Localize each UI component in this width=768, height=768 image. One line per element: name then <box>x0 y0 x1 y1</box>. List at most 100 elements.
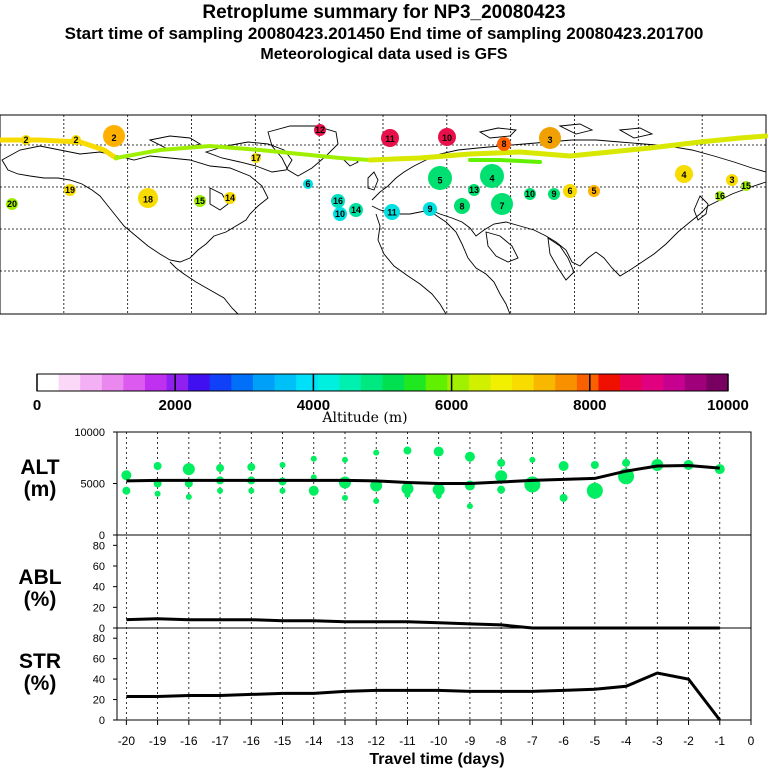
map-marker-7 <box>497 137 511 151</box>
alt-point <box>185 493 192 500</box>
alt-point <box>122 486 131 495</box>
map-marker-label-6: 3 <box>547 135 552 145</box>
x-tick-label: -7 <box>527 734 538 748</box>
x-tick-label: -1 <box>714 734 725 748</box>
alt-point <box>586 482 603 499</box>
colorbar-cell-6 <box>166 374 189 391</box>
x-tick-label: -20 <box>118 734 136 748</box>
map-marker-label-16: 14 <box>351 205 361 215</box>
colorbar-cell-8 <box>209 374 232 391</box>
map-marker-11 <box>468 184 480 196</box>
x-axis-label: Travel time (days) <box>369 751 504 768</box>
colorbar-cell-15 <box>360 374 383 391</box>
map-marker-label-11: 13 <box>469 185 479 195</box>
map-marker-32 <box>303 179 313 189</box>
map-marker-label-12: 8 <box>459 202 464 212</box>
colorbar-cell-27 <box>620 374 643 391</box>
map-marker-label-25: 5 <box>591 186 596 196</box>
world-map: 2 2 2 12 11 10 3 8 4 5 7 13 8 9 10 11 14 16 18 19 20 15 14 4 6 5 3… <box>0 114 768 315</box>
x-tick-label: -14 <box>305 734 323 748</box>
map-marker-label-5: 10 <box>442 133 452 143</box>
alt-point <box>308 485 319 496</box>
colorbar-cell-16 <box>382 374 405 391</box>
map-marker-label-29: 17 <box>251 153 261 163</box>
map-marker-27 <box>741 181 751 191</box>
str-ytick-label: 40 <box>93 674 105 686</box>
alt-point <box>279 487 286 494</box>
map-marker-20 <box>6 198 18 210</box>
colorbar-tick-label: 0 <box>33 397 41 414</box>
map-marker-5 <box>438 128 456 146</box>
colorbar-cell-10 <box>252 374 276 391</box>
alt-median-line <box>126 463 720 485</box>
alt-point <box>497 458 506 467</box>
alt-ytick-label: 10000 <box>74 427 105 439</box>
colorbar-tick-label: 8000 <box>573 397 606 414</box>
x-tick-label: -2 <box>683 734 694 748</box>
alt-point <box>373 449 380 456</box>
map-marker-label-8: 4 <box>489 173 494 183</box>
x-tick-label: -5 <box>590 734 601 748</box>
map-marker-17 <box>331 194 345 208</box>
map-marker-3 <box>314 124 326 136</box>
x-tick-label: -16 <box>180 734 198 748</box>
alt-point <box>404 491 411 498</box>
x-tick-label: -15 <box>274 734 292 748</box>
alt-point <box>341 456 348 463</box>
colorbar-cell-28 <box>641 374 664 391</box>
x-tick-label: -6 <box>558 734 569 748</box>
alt-point <box>310 455 317 462</box>
map-marker-label-27: 15 <box>741 181 751 191</box>
map-marker-16 <box>349 203 363 217</box>
map-marker-8 <box>480 164 504 188</box>
map-marker-6 <box>539 127 561 149</box>
alt-point <box>121 470 132 481</box>
map-marker-28 <box>715 191 725 201</box>
str-ytick-label: 80 <box>93 633 105 645</box>
colorbar-cell-19 <box>447 374 470 391</box>
x-tick-label: 0 <box>748 734 755 748</box>
str-line <box>126 671 721 721</box>
map-marker-22 <box>224 192 236 204</box>
str-ytick-label: 0 <box>99 715 105 727</box>
x-tick-label: -8 <box>496 734 507 748</box>
colorbar-cell-14 <box>339 374 362 391</box>
x-tick-label: -19 <box>149 734 167 748</box>
map-marker-12 <box>454 198 470 214</box>
colorbar-cell-22 <box>512 374 535 391</box>
alt-point <box>182 463 195 476</box>
str-panel-label: STR (%) <box>19 650 61 695</box>
colorbar-tick-label: 10000 <box>707 397 749 414</box>
chart-title: Retroplume summary for NP3_20080423 <box>202 2 566 23</box>
alt-point <box>466 503 473 510</box>
str-ytick-label: 60 <box>93 654 105 666</box>
alt-point <box>338 476 351 489</box>
map-marker-label-15: 11 <box>387 208 397 218</box>
colorbar-cell-20 <box>468 374 491 391</box>
colorbar-cell-12 <box>296 374 319 391</box>
map-marker-label-21: 15 <box>195 196 205 206</box>
colorbar-cell-21 <box>490 374 513 391</box>
alt-point <box>154 490 161 497</box>
abl-ytick-label: 60 <box>93 561 105 573</box>
alt-point <box>403 446 412 455</box>
map-marker-label-19: 19 <box>65 185 75 195</box>
map-marker-label-32: 6 <box>305 179 310 189</box>
alt-point <box>341 494 348 501</box>
x-tick-label: -13 <box>336 734 354 748</box>
alt-point <box>373 498 380 505</box>
colorbar-cell-18 <box>425 374 448 391</box>
map-marker-25 <box>588 185 600 197</box>
map-marker-1 <box>21 135 31 145</box>
alt-point <box>622 458 631 467</box>
map-marker-30 <box>548 188 560 200</box>
colorbar-tick-label: 2000 <box>159 397 192 414</box>
map-marker-label-2: 2 <box>73 135 78 145</box>
alt-point <box>401 482 414 495</box>
colorbar-cell-9 <box>231 374 254 391</box>
str-ytick-label: 20 <box>93 695 105 707</box>
map-marker-label-23: 4 <box>681 170 686 180</box>
map-marker-label-17: 16 <box>333 196 343 206</box>
x-tick-label: -3 <box>652 734 663 748</box>
alt-point <box>310 474 317 481</box>
